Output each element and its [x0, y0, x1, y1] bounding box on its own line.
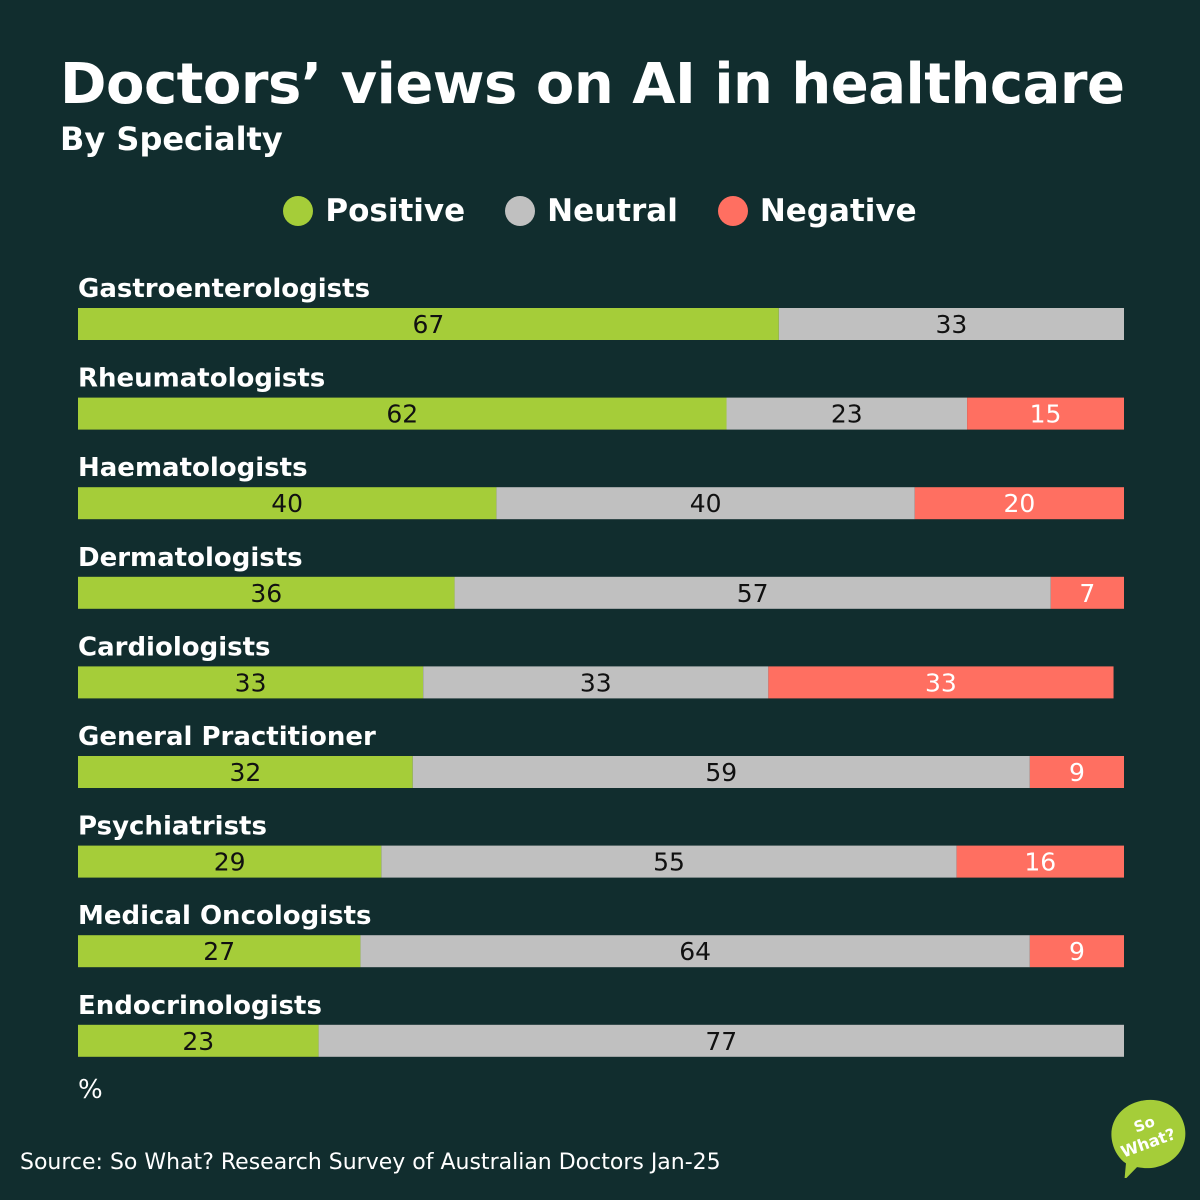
legend-label-neutral: Neutral — [547, 193, 678, 229]
bar-segment-neutral — [496, 487, 915, 520]
data-label: 67 — [413, 310, 445, 339]
data-label: 20 — [1003, 489, 1035, 518]
data-label: 9 — [1069, 758, 1085, 787]
bar-segment-negative — [956, 845, 1124, 878]
data-label: 9 — [1069, 937, 1085, 966]
so-what-logo: So What? — [1111, 1099, 1186, 1178]
data-label: 62 — [386, 400, 418, 429]
data-label: 33 — [925, 668, 957, 697]
data-label: 64 — [679, 937, 711, 966]
bar-segment-positive — [78, 308, 779, 340]
legend-swatch-neutral — [505, 196, 536, 226]
data-label: 59 — [705, 758, 737, 787]
unit-label: % — [78, 1075, 103, 1105]
category-label: Dermatologists — [78, 543, 303, 573]
bar-segment-negative — [1029, 935, 1124, 968]
legend-item-negative: Negative — [717, 193, 917, 229]
legend-swatch-negative — [717, 196, 748, 226]
bar-segment-positive — [78, 487, 497, 520]
category-label: Medical Oncologists — [78, 901, 372, 931]
data-label: 7 — [1079, 579, 1095, 608]
category-label: General Practitioner — [78, 722, 376, 752]
category-label: Gastroenterologists — [78, 274, 370, 304]
bar-segment-neutral — [454, 576, 1051, 609]
bar-segment-positive — [78, 756, 413, 788]
bar-segment-positive — [78, 576, 455, 609]
legend-swatch-positive — [283, 196, 314, 226]
stacked-bar-chart: Gastroenterologists 67 33 Rheumatologists 62… — [78, 274, 1125, 1057]
category-label: Haematologists — [78, 453, 308, 483]
bar-segment-neutral — [360, 935, 1030, 968]
data-label: 27 — [203, 937, 235, 966]
data-label: 57 — [737, 579, 769, 608]
data-label: 77 — [705, 1027, 737, 1056]
category-label: Rheumatologists — [78, 364, 325, 394]
category-label: Endocrinologists — [78, 991, 322, 1021]
data-label: 32 — [229, 758, 261, 787]
legend: Positive Neutral Negative — [0, 193, 1200, 229]
bar-segment-negative — [768, 666, 1114, 699]
legend-item-neutral: Neutral — [505, 193, 678, 229]
chart-subtitle: By Specialty — [60, 120, 283, 158]
data-label: 33 — [936, 310, 968, 339]
bar-segment-negative — [1029, 756, 1124, 788]
bar-segment-negative — [914, 487, 1124, 520]
legend-label-positive: Positive — [325, 193, 466, 229]
category-label: Cardiologists — [78, 632, 271, 662]
bar-segment-negative — [1050, 576, 1124, 609]
source-note: Source: So What? Research Survey of Aust… — [20, 1150, 721, 1175]
legend-item-positive: Positive — [283, 193, 465, 229]
bar-segment-positive — [78, 935, 361, 968]
data-label: 40 — [271, 489, 303, 518]
bar-segment-positive — [78, 1024, 319, 1057]
bar-segment-neutral — [381, 845, 957, 878]
bar-segment-positive — [78, 845, 382, 878]
data-label: 23 — [831, 400, 863, 429]
category-label: Psychiatrists — [78, 812, 267, 842]
data-label: 23 — [182, 1027, 214, 1056]
bar-segment-positive — [78, 397, 727, 430]
data-label: 33 — [235, 668, 267, 697]
data-label: 15 — [1030, 400, 1062, 429]
data-label: 29 — [214, 848, 246, 877]
bar-segment-neutral — [778, 308, 1124, 340]
legend-label-negative: Negative — [759, 193, 917, 229]
bar-segment-negative — [967, 397, 1124, 430]
bar-segment-neutral — [318, 1024, 1125, 1057]
chart-title: Doctors’ views on AI in healthcare — [60, 52, 1125, 117]
data-label: 16 — [1024, 848, 1056, 877]
bar-segment-neutral — [412, 756, 1030, 788]
bar-segment-neutral — [423, 666, 769, 699]
bar-segment-neutral — [726, 397, 968, 430]
data-label: 33 — [580, 668, 612, 697]
data-label: 55 — [653, 848, 685, 877]
data-label: 40 — [690, 489, 722, 518]
data-label: 36 — [250, 579, 282, 608]
bar-segment-positive — [78, 666, 424, 699]
